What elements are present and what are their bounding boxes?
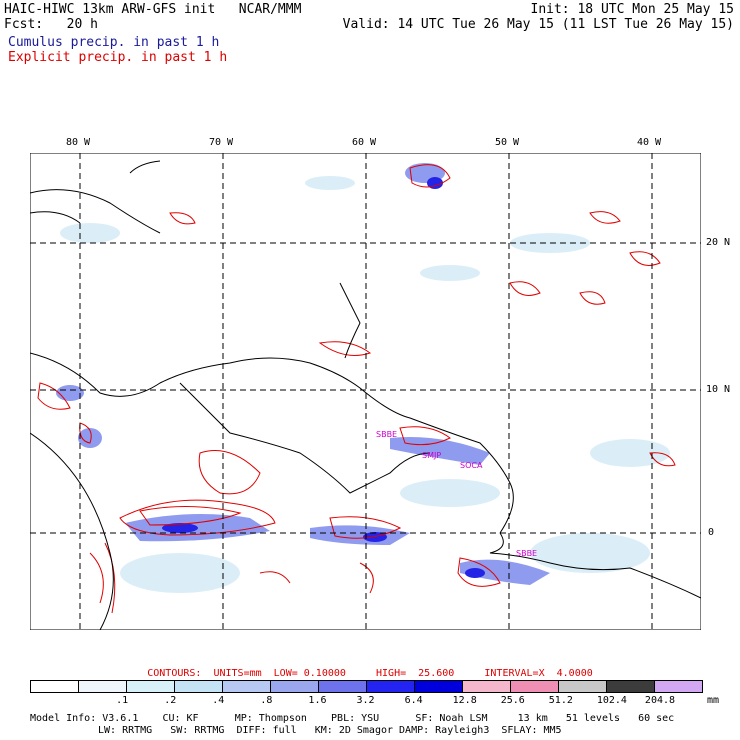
colorbar-tick-label: 3.2	[356, 695, 375, 706]
colorbar-tick-label: 1.6	[308, 695, 327, 706]
colorbar-swatch	[511, 681, 559, 692]
colorbar-tick-label: 51.2	[548, 695, 573, 706]
coastlines	[30, 160, 701, 630]
lat-label-10n: 10 N	[706, 384, 731, 395]
model-title: HAIC-HIWC 13km ARW-GFS init NCAR/MMM	[4, 2, 302, 17]
colorbar-swatch	[223, 681, 271, 692]
station-marker: SBBE	[376, 430, 398, 439]
colorbar-tick-label: .1	[116, 695, 129, 706]
lat-label-20n: 20 N	[706, 237, 731, 248]
colorbar	[30, 680, 703, 693]
colorbar-tick-label: 102.4	[596, 695, 627, 706]
station-marker: SMJP	[422, 451, 442, 460]
colorbar-tick-label: .4	[212, 695, 225, 706]
model-info-line2: LW: RRTMG SW: RRTMG DIFF: full KM: 2D Sm…	[98, 725, 562, 736]
colorbar-tick-label: 204.8	[644, 695, 676, 706]
model-info-line1: Model Info: V3.6.1 CU: KF MP: Thompson P…	[30, 713, 675, 724]
precip-map	[30, 153, 701, 630]
lon-label-50w: 50 W	[495, 137, 520, 148]
colorbar-swatch	[655, 681, 702, 692]
lon-label-70w: 70 W	[209, 137, 234, 148]
colorbar-tick-label: 12.8	[452, 695, 477, 706]
lon-label-40w: 40 W	[637, 137, 662, 148]
colorbar-swatch	[31, 681, 79, 692]
colorbar-swatch	[127, 681, 175, 692]
valid-time: Valid: 14 UTC Tue 26 May 15 (11 LST Tue …	[342, 17, 734, 32]
colorbar-swatch	[175, 681, 223, 692]
colorbar-swatch	[271, 681, 319, 692]
lon-label-80w: 80 W	[66, 137, 91, 148]
colorbar-swatch	[559, 681, 607, 692]
explicit-precip-contours	[37, 164, 676, 614]
contours-info: CONTOURS: UNITS=mm LOW= 0.10000 HIGH= 25…	[147, 668, 593, 679]
graticule	[30, 153, 701, 630]
colorbar-tick-label: 25.6	[500, 695, 525, 706]
colorbar-swatch	[79, 681, 127, 692]
forecast-hour: Fcst: 20 h	[4, 17, 98, 32]
colorbar-tick-label: .2	[164, 695, 177, 706]
cumulus-legend: Cumulus precip. in past 1 h	[8, 35, 220, 50]
colorbar-unit: mm	[707, 695, 720, 706]
lon-label-60w: 60 W	[352, 137, 377, 148]
colorbar-swatch	[463, 681, 511, 692]
station-marker: SOCA	[460, 461, 483, 470]
colorbar-swatch	[415, 681, 463, 692]
light-precip-areas	[60, 176, 670, 593]
colorbar-swatch	[319, 681, 367, 692]
explicit-legend: Explicit precip. in past 1 h	[8, 50, 228, 65]
lat-label-0: 0	[708, 527, 715, 538]
station-marker: SBBE	[516, 549, 538, 558]
colorbar-swatch	[367, 681, 415, 692]
colorbar-swatch	[607, 681, 655, 692]
colorbar-tick-label: 6.4	[404, 695, 423, 706]
colorbar-tick-label: .8	[260, 695, 273, 706]
init-time: Init: 18 UTC Mon 25 May 15	[530, 2, 735, 17]
